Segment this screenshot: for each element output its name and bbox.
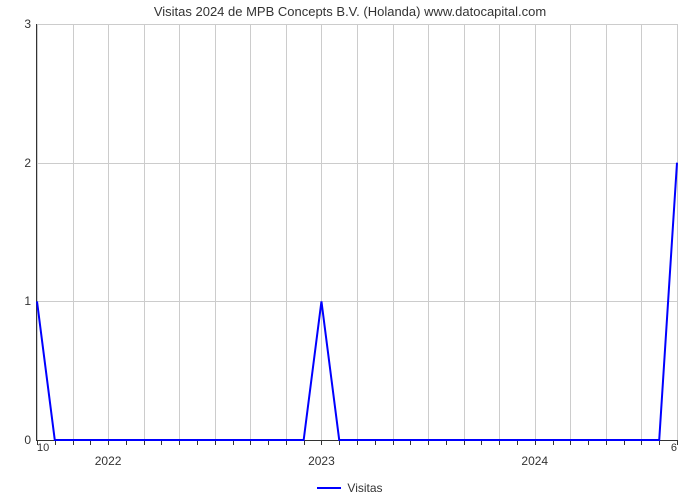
y-tick-label: 3	[24, 17, 31, 31]
legend-label: Visitas	[347, 481, 382, 495]
x-minor-tick	[321, 440, 322, 445]
series-layer	[37, 24, 677, 440]
x-corner-label: 6	[671, 442, 677, 454]
x-major-label: 2023	[308, 454, 335, 468]
chart-legend: Visitas	[0, 478, 700, 495]
y-tick-label: 1	[24, 294, 31, 308]
plot-area: 0123202220232024106	[36, 24, 677, 441]
x-corner-label: 10	[37, 442, 49, 454]
grid-vertical	[677, 24, 678, 440]
x-major-label: 2024	[521, 454, 548, 468]
x-major-label: 2022	[95, 454, 122, 468]
x-minor-tick	[677, 440, 678, 445]
y-tick-label: 0	[24, 433, 31, 447]
chart-title: Visitas 2024 de MPB Concepts B.V. (Holan…	[0, 4, 700, 19]
visits-chart: Visitas 2024 de MPB Concepts B.V. (Holan…	[0, 0, 700, 500]
legend-swatch	[317, 487, 341, 489]
legend-item-visitas: Visitas	[317, 481, 382, 495]
y-tick-label: 2	[24, 156, 31, 170]
series-line-visitas	[37, 163, 677, 440]
